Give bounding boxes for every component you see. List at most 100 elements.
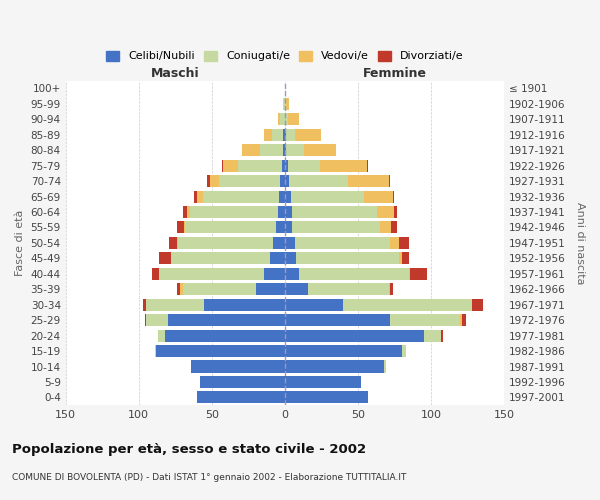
Bar — [171, 252, 270, 264]
Bar — [222, 160, 223, 172]
Bar — [285, 330, 424, 342]
Bar — [286, 98, 289, 110]
Bar — [285, 144, 286, 156]
Bar — [343, 298, 472, 310]
Bar — [285, 345, 401, 357]
Bar — [282, 160, 285, 172]
Bar — [194, 190, 197, 202]
Bar — [292, 206, 377, 218]
Bar — [158, 330, 165, 342]
Bar — [286, 144, 304, 156]
Bar — [391, 222, 397, 234]
Bar — [197, 392, 285, 404]
Text: COMUNE DI BOVOLENTA (PD) - Dati ISTAT 1° gennaio 2002 - Elaborazione TUTTITALIA.: COMUNE DI BOVOLENTA (PD) - Dati ISTAT 1°… — [12, 472, 406, 482]
Bar — [292, 222, 380, 234]
Bar — [289, 175, 347, 187]
Text: Femmine: Femmine — [362, 67, 427, 80]
Bar — [285, 113, 288, 126]
Bar — [401, 345, 406, 357]
Bar — [283, 128, 285, 141]
Bar — [242, 144, 260, 156]
Bar — [295, 128, 322, 141]
Bar — [187, 206, 190, 218]
Bar — [285, 222, 292, 234]
Bar — [273, 237, 285, 249]
Bar — [256, 283, 285, 296]
Bar — [410, 268, 427, 280]
Bar — [399, 252, 401, 264]
Bar — [265, 128, 272, 141]
Bar — [155, 345, 156, 357]
Bar — [265, 268, 285, 280]
Bar — [384, 360, 386, 372]
Bar — [390, 237, 399, 249]
Bar — [347, 175, 389, 187]
Bar — [178, 237, 273, 249]
Bar — [389, 283, 390, 296]
Bar — [169, 237, 176, 249]
Bar — [176, 283, 179, 296]
Bar — [260, 144, 283, 156]
Bar — [278, 113, 280, 126]
Bar — [364, 190, 393, 202]
Bar — [272, 128, 283, 141]
Bar — [286, 128, 295, 141]
Bar — [165, 330, 285, 342]
Y-axis label: Anni di nascita: Anni di nascita — [575, 202, 585, 284]
Bar — [200, 376, 285, 388]
Bar — [288, 113, 299, 126]
Bar — [285, 298, 343, 310]
Bar — [424, 330, 441, 342]
Bar — [197, 190, 203, 202]
Bar — [278, 206, 285, 218]
Bar — [472, 298, 484, 310]
Bar — [279, 190, 285, 202]
Bar — [460, 314, 461, 326]
Bar — [390, 283, 393, 296]
Bar — [208, 175, 210, 187]
Bar — [285, 268, 299, 280]
Bar — [283, 144, 285, 156]
Bar — [280, 175, 285, 187]
Bar — [270, 252, 285, 264]
Bar — [182, 206, 187, 218]
Bar — [145, 314, 146, 326]
Bar — [285, 128, 286, 141]
Bar — [295, 237, 390, 249]
Bar — [285, 392, 368, 404]
Bar — [152, 268, 159, 280]
Bar — [179, 283, 182, 296]
Bar — [285, 237, 295, 249]
Bar — [285, 160, 288, 172]
Bar — [285, 376, 361, 388]
Bar — [190, 206, 278, 218]
Bar — [159, 268, 265, 280]
Bar — [389, 175, 390, 187]
Bar — [409, 268, 410, 280]
Bar — [308, 283, 389, 296]
Bar — [320, 160, 367, 172]
Bar — [146, 298, 205, 310]
Bar — [285, 252, 296, 264]
Bar — [399, 237, 409, 249]
Bar — [285, 175, 289, 187]
Bar — [168, 314, 285, 326]
Bar — [203, 190, 279, 202]
Bar — [223, 160, 238, 172]
Bar — [182, 283, 256, 296]
Text: Popolazione per età, sesso e stato civile - 2002: Popolazione per età, sesso e stato civil… — [12, 442, 366, 456]
Y-axis label: Fasce di età: Fasce di età — [15, 210, 25, 276]
Bar — [156, 345, 285, 357]
Text: Maschi: Maschi — [151, 67, 200, 80]
Bar — [296, 252, 399, 264]
Bar — [191, 360, 285, 372]
Bar — [285, 283, 308, 296]
Bar — [380, 222, 391, 234]
Bar — [285, 206, 292, 218]
Bar — [288, 160, 320, 172]
Bar — [285, 360, 384, 372]
Bar — [219, 175, 280, 187]
Bar — [461, 314, 466, 326]
Bar — [401, 252, 409, 264]
Bar — [285, 98, 286, 110]
